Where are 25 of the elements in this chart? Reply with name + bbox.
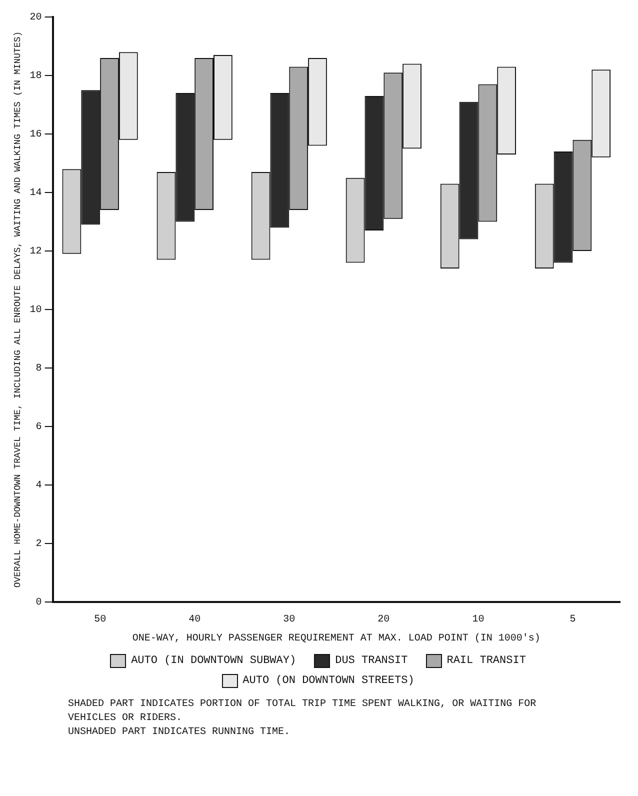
y-tick-label: 10 xyxy=(30,305,42,316)
x-tick-label: 5 xyxy=(570,614,576,626)
x-tick-label: 10 xyxy=(472,614,484,626)
y-tick-label: 6 xyxy=(36,422,42,434)
y-tick-label: 2 xyxy=(36,539,42,550)
x-tick-label: 40 xyxy=(188,614,201,626)
y-tick-label: 0 xyxy=(36,598,42,609)
legend-label: AUTO (ON DOWNTOWN STREETS) xyxy=(242,675,414,687)
x-tick-label: 30 xyxy=(283,614,296,626)
x-tick-label: 50 xyxy=(94,614,106,626)
legend-label: DUS TRANSIT xyxy=(335,655,408,667)
x-tick-label: 20 xyxy=(378,614,390,626)
y-tick-label: 18 xyxy=(30,71,42,82)
y-axis-title: OVERALL HOME-DOWNTOWN TRAVEL TIME, INCLUDING ALL ENROUTE DELAYS, WAITING AND WALKING TIMES (IN MINUTES) xyxy=(12,31,23,588)
x-axis-title: ONE-WAY, HOURLY PASSENGER REQUIREMENT AT MAX. LOAD POINT (IN 1000's) xyxy=(132,632,540,645)
legend-label: AUTO (IN DOWNTOWN SUBWAY) xyxy=(131,655,296,667)
y-tick-label: 16 xyxy=(30,130,42,141)
legend-label: RAIL TRANSIT xyxy=(446,655,526,667)
y-tick-label: 12 xyxy=(30,246,42,258)
y-tick-label: 8 xyxy=(36,364,42,375)
y-tick-label: 4 xyxy=(36,480,42,492)
y-tick-label: 14 xyxy=(30,188,42,200)
y-tick-label: 20 xyxy=(30,12,42,24)
text: SHADED PART INDICATES PORTION OF TOTAL TRIP TIME SPENT WALKING, OR WAITING FOR VEHICLES OR RIDERS. xyxy=(68,698,538,726)
text: UNSHADED PART INDICATES RUNNING TIME. xyxy=(68,726,292,740)
